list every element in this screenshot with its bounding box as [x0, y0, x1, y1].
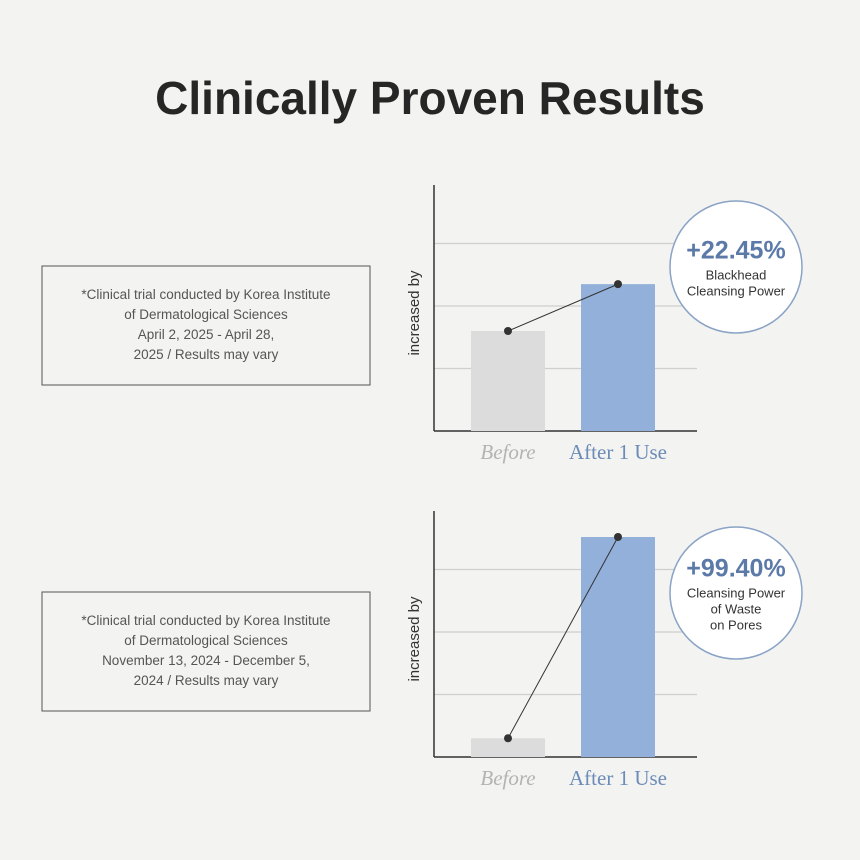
callout-label: Cleansing Power	[687, 585, 786, 600]
note-line: of Dermatological Sciences	[124, 307, 288, 322]
note-line: 2025 / Results may vary	[134, 347, 279, 362]
trend-line	[507, 283, 619, 332]
x-tick-label: After 1 Use	[569, 766, 667, 790]
bar	[581, 537, 655, 757]
x-tick-label: After 1 Use	[569, 440, 667, 464]
note-line: November 13, 2024 - December 5,	[102, 653, 310, 668]
x-tick-label: Before	[480, 766, 535, 790]
callout-label: of Waste	[711, 601, 762, 616]
callout-label: on Pores	[710, 617, 763, 632]
callout-label: Blackhead	[706, 267, 767, 282]
note-box	[41, 265, 371, 386]
data-point	[614, 280, 622, 289]
note-line: 2024 / Results may vary	[134, 673, 279, 688]
note-line: of Dermatological Sciences	[124, 633, 288, 648]
callout-circle	[669, 526, 803, 660]
y-axis-label: increased by	[406, 596, 423, 682]
note-box	[41, 591, 371, 712]
data-point	[504, 327, 512, 335]
note-line: April 2, 2025 - April 28,	[138, 327, 275, 342]
y-axis-label: increased by	[406, 270, 423, 356]
callout-value: +22.45%	[686, 237, 785, 265]
data-point	[504, 734, 512, 743]
bar	[471, 738, 545, 757]
bar	[471, 331, 545, 431]
callout-circle	[669, 200, 803, 334]
data-point	[614, 533, 622, 541]
callout-label: Cleansing Power	[687, 283, 786, 298]
page-title: Clinically Proven Results	[155, 72, 705, 124]
bar	[581, 284, 655, 431]
note-line: *Clinical trial conducted by Korea Insti…	[81, 287, 330, 302]
callout-value: +99.40%	[686, 555, 785, 583]
x-tick-label: Before	[480, 440, 535, 464]
note-line: *Clinical trial conducted by Korea Insti…	[81, 613, 330, 628]
trend-line	[507, 536, 619, 739]
